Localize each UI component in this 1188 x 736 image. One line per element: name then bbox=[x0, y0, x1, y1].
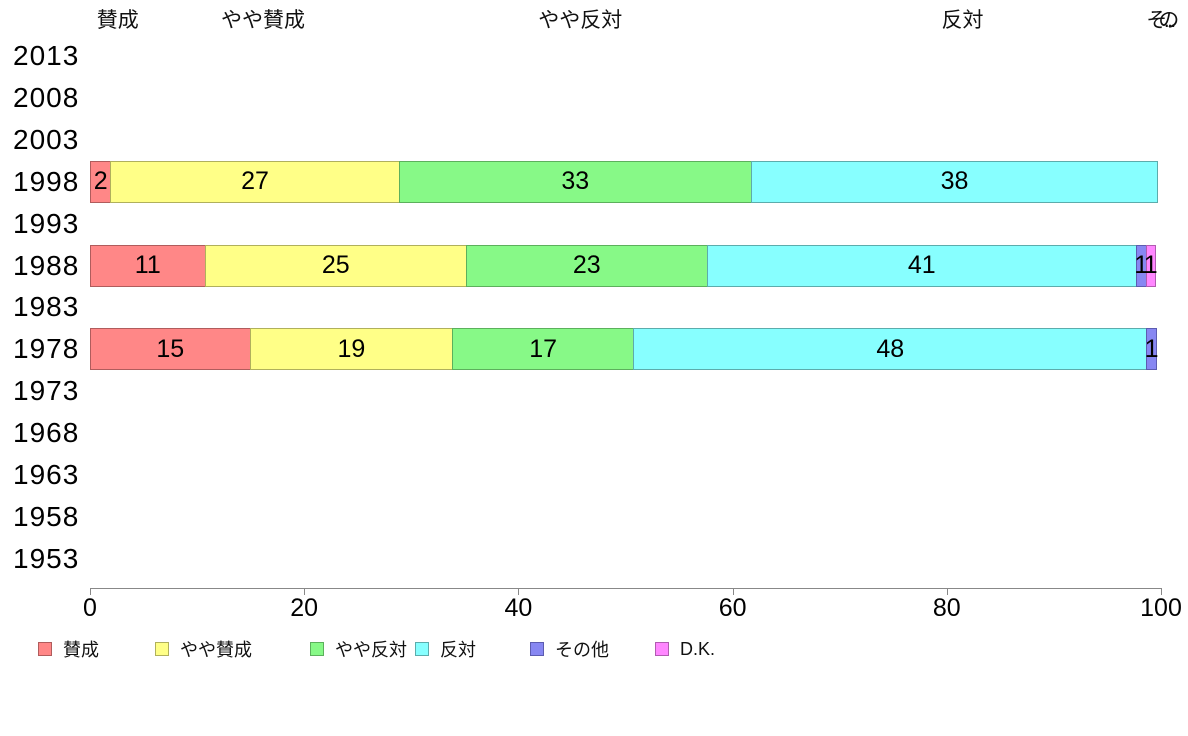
bar-segment-label: 1 bbox=[1143, 251, 1158, 280]
year-row: 1963 bbox=[0, 454, 1188, 496]
column-header: その... bbox=[1146, 9, 1169, 32]
legend-label: その他 bbox=[555, 640, 609, 660]
legend-label: やや賛成 bbox=[180, 640, 252, 660]
year-row: 2013 bbox=[0, 35, 1188, 77]
column-header: やや反対 bbox=[538, 9, 623, 32]
year-label: 1968 bbox=[13, 417, 80, 449]
legend-item: その他 bbox=[530, 640, 609, 660]
year-row: 2008 bbox=[0, 77, 1188, 119]
year-label: 1998 bbox=[13, 165, 80, 197]
year-label: 2003 bbox=[13, 123, 80, 155]
year-row: 1953 bbox=[0, 538, 1188, 580]
bar-segment: 33 bbox=[398, 160, 752, 203]
x-tick-label: 40 bbox=[504, 594, 533, 622]
x-tick bbox=[90, 588, 91, 595]
legend-item: 賛成 bbox=[38, 640, 99, 660]
legend-swatch bbox=[415, 642, 429, 656]
x-tick-label: 60 bbox=[718, 594, 747, 622]
legend-swatch bbox=[38, 642, 52, 656]
year-label: 1958 bbox=[13, 501, 80, 533]
stacked-bar: 2 27 33 38 bbox=[90, 160, 1161, 203]
bar-segment-label: 25 bbox=[321, 251, 350, 280]
year-row: 2003 bbox=[0, 119, 1188, 161]
bar-segment-label: 33 bbox=[561, 167, 590, 196]
year-label: 2008 bbox=[13, 81, 80, 113]
year-label: 1973 bbox=[13, 375, 80, 407]
stacked-bar: 11 25 23 41 1 1 bbox=[90, 244, 1161, 287]
bar-segment-label: 1 bbox=[1134, 251, 1149, 280]
year-row: 1973 bbox=[0, 370, 1188, 412]
bar-segment-label: 23 bbox=[572, 251, 601, 280]
year-label: 1988 bbox=[13, 249, 80, 281]
x-tick-label: 100 bbox=[1140, 594, 1182, 622]
bar-segment-label: 27 bbox=[241, 167, 269, 196]
x-tick bbox=[518, 588, 520, 595]
year-label: 1983 bbox=[13, 291, 80, 323]
bar-segment-label: 19 bbox=[337, 334, 366, 363]
column-header: 反対 bbox=[941, 9, 984, 32]
legend-label: 反対 bbox=[440, 640, 476, 660]
x-tick bbox=[946, 588, 948, 595]
bar-segment: 2 bbox=[90, 160, 112, 203]
bar-segment-label: 11 bbox=[134, 251, 161, 280]
column-header: 賛成 bbox=[96, 9, 139, 32]
legend-swatch bbox=[530, 642, 544, 656]
year-label: 1963 bbox=[13, 459, 80, 491]
bar-segment-label: 1 bbox=[1144, 334, 1159, 363]
x-tick-label: 0 bbox=[83, 594, 97, 622]
year-row: 1958 bbox=[0, 496, 1188, 538]
year-row: 1968 bbox=[0, 412, 1188, 454]
year-row: 1993 bbox=[0, 203, 1188, 245]
column-header: やや賛成 bbox=[221, 9, 305, 32]
x-tick-label: 80 bbox=[932, 594, 961, 622]
year-row: 1983 bbox=[0, 287, 1188, 329]
x-tick-label: 20 bbox=[290, 594, 319, 622]
bar-segment-label: 15 bbox=[156, 334, 185, 363]
year-row: 1988 bbox=[0, 245, 1188, 287]
bar-segment-label: 38 bbox=[940, 167, 969, 196]
bar-segment: 25 bbox=[204, 244, 467, 287]
bar-segment: 15 bbox=[90, 328, 251, 371]
legend-label: D.K. bbox=[680, 638, 716, 659]
legend-swatch bbox=[310, 642, 324, 656]
bar-segment: 38 bbox=[750, 160, 1158, 203]
bar-segment: 23 bbox=[466, 244, 708, 287]
bar-segment: 1 bbox=[1144, 328, 1159, 371]
legend-item: D.K. bbox=[655, 638, 716, 659]
year-label: 1993 bbox=[13, 207, 80, 239]
bar-segment: 27 bbox=[110, 160, 400, 203]
bar-segment-label: 41 bbox=[907, 251, 936, 280]
bar-segment: 11 bbox=[90, 244, 206, 287]
year-label: 1978 bbox=[13, 333, 80, 365]
bar-segment-label: 17 bbox=[529, 334, 558, 363]
stacked-bar: 15 19 17 48 1 bbox=[90, 328, 1161, 371]
x-tick bbox=[1161, 588, 1162, 595]
legend-label: 賛成 bbox=[63, 640, 99, 660]
bar-segment: 17 bbox=[452, 328, 635, 371]
bar-segment: 19 bbox=[249, 328, 454, 371]
bar-segment: 41 bbox=[706, 244, 1137, 287]
legend-label: やや反対 bbox=[335, 640, 407, 660]
year-label: 1953 bbox=[13, 543, 80, 575]
legend-swatch bbox=[655, 642, 669, 656]
x-axis-line bbox=[90, 588, 1161, 589]
x-tick bbox=[732, 588, 734, 595]
bar-segment: 48 bbox=[633, 328, 1148, 371]
legend-item: 反対 bbox=[415, 640, 476, 660]
legend-swatch bbox=[155, 642, 169, 656]
legend-item: やや反対 bbox=[310, 640, 407, 660]
bar-segment-label: 2 bbox=[93, 167, 108, 196]
bar-segment: 1 bbox=[1143, 244, 1158, 287]
legend-item: やや賛成 bbox=[155, 640, 252, 660]
year-row: 1998 bbox=[0, 161, 1188, 203]
year-row: 1978 bbox=[0, 328, 1188, 370]
bar-segment-label: 48 bbox=[876, 334, 905, 363]
year-label: 2013 bbox=[13, 39, 80, 71]
x-tick bbox=[304, 588, 306, 595]
